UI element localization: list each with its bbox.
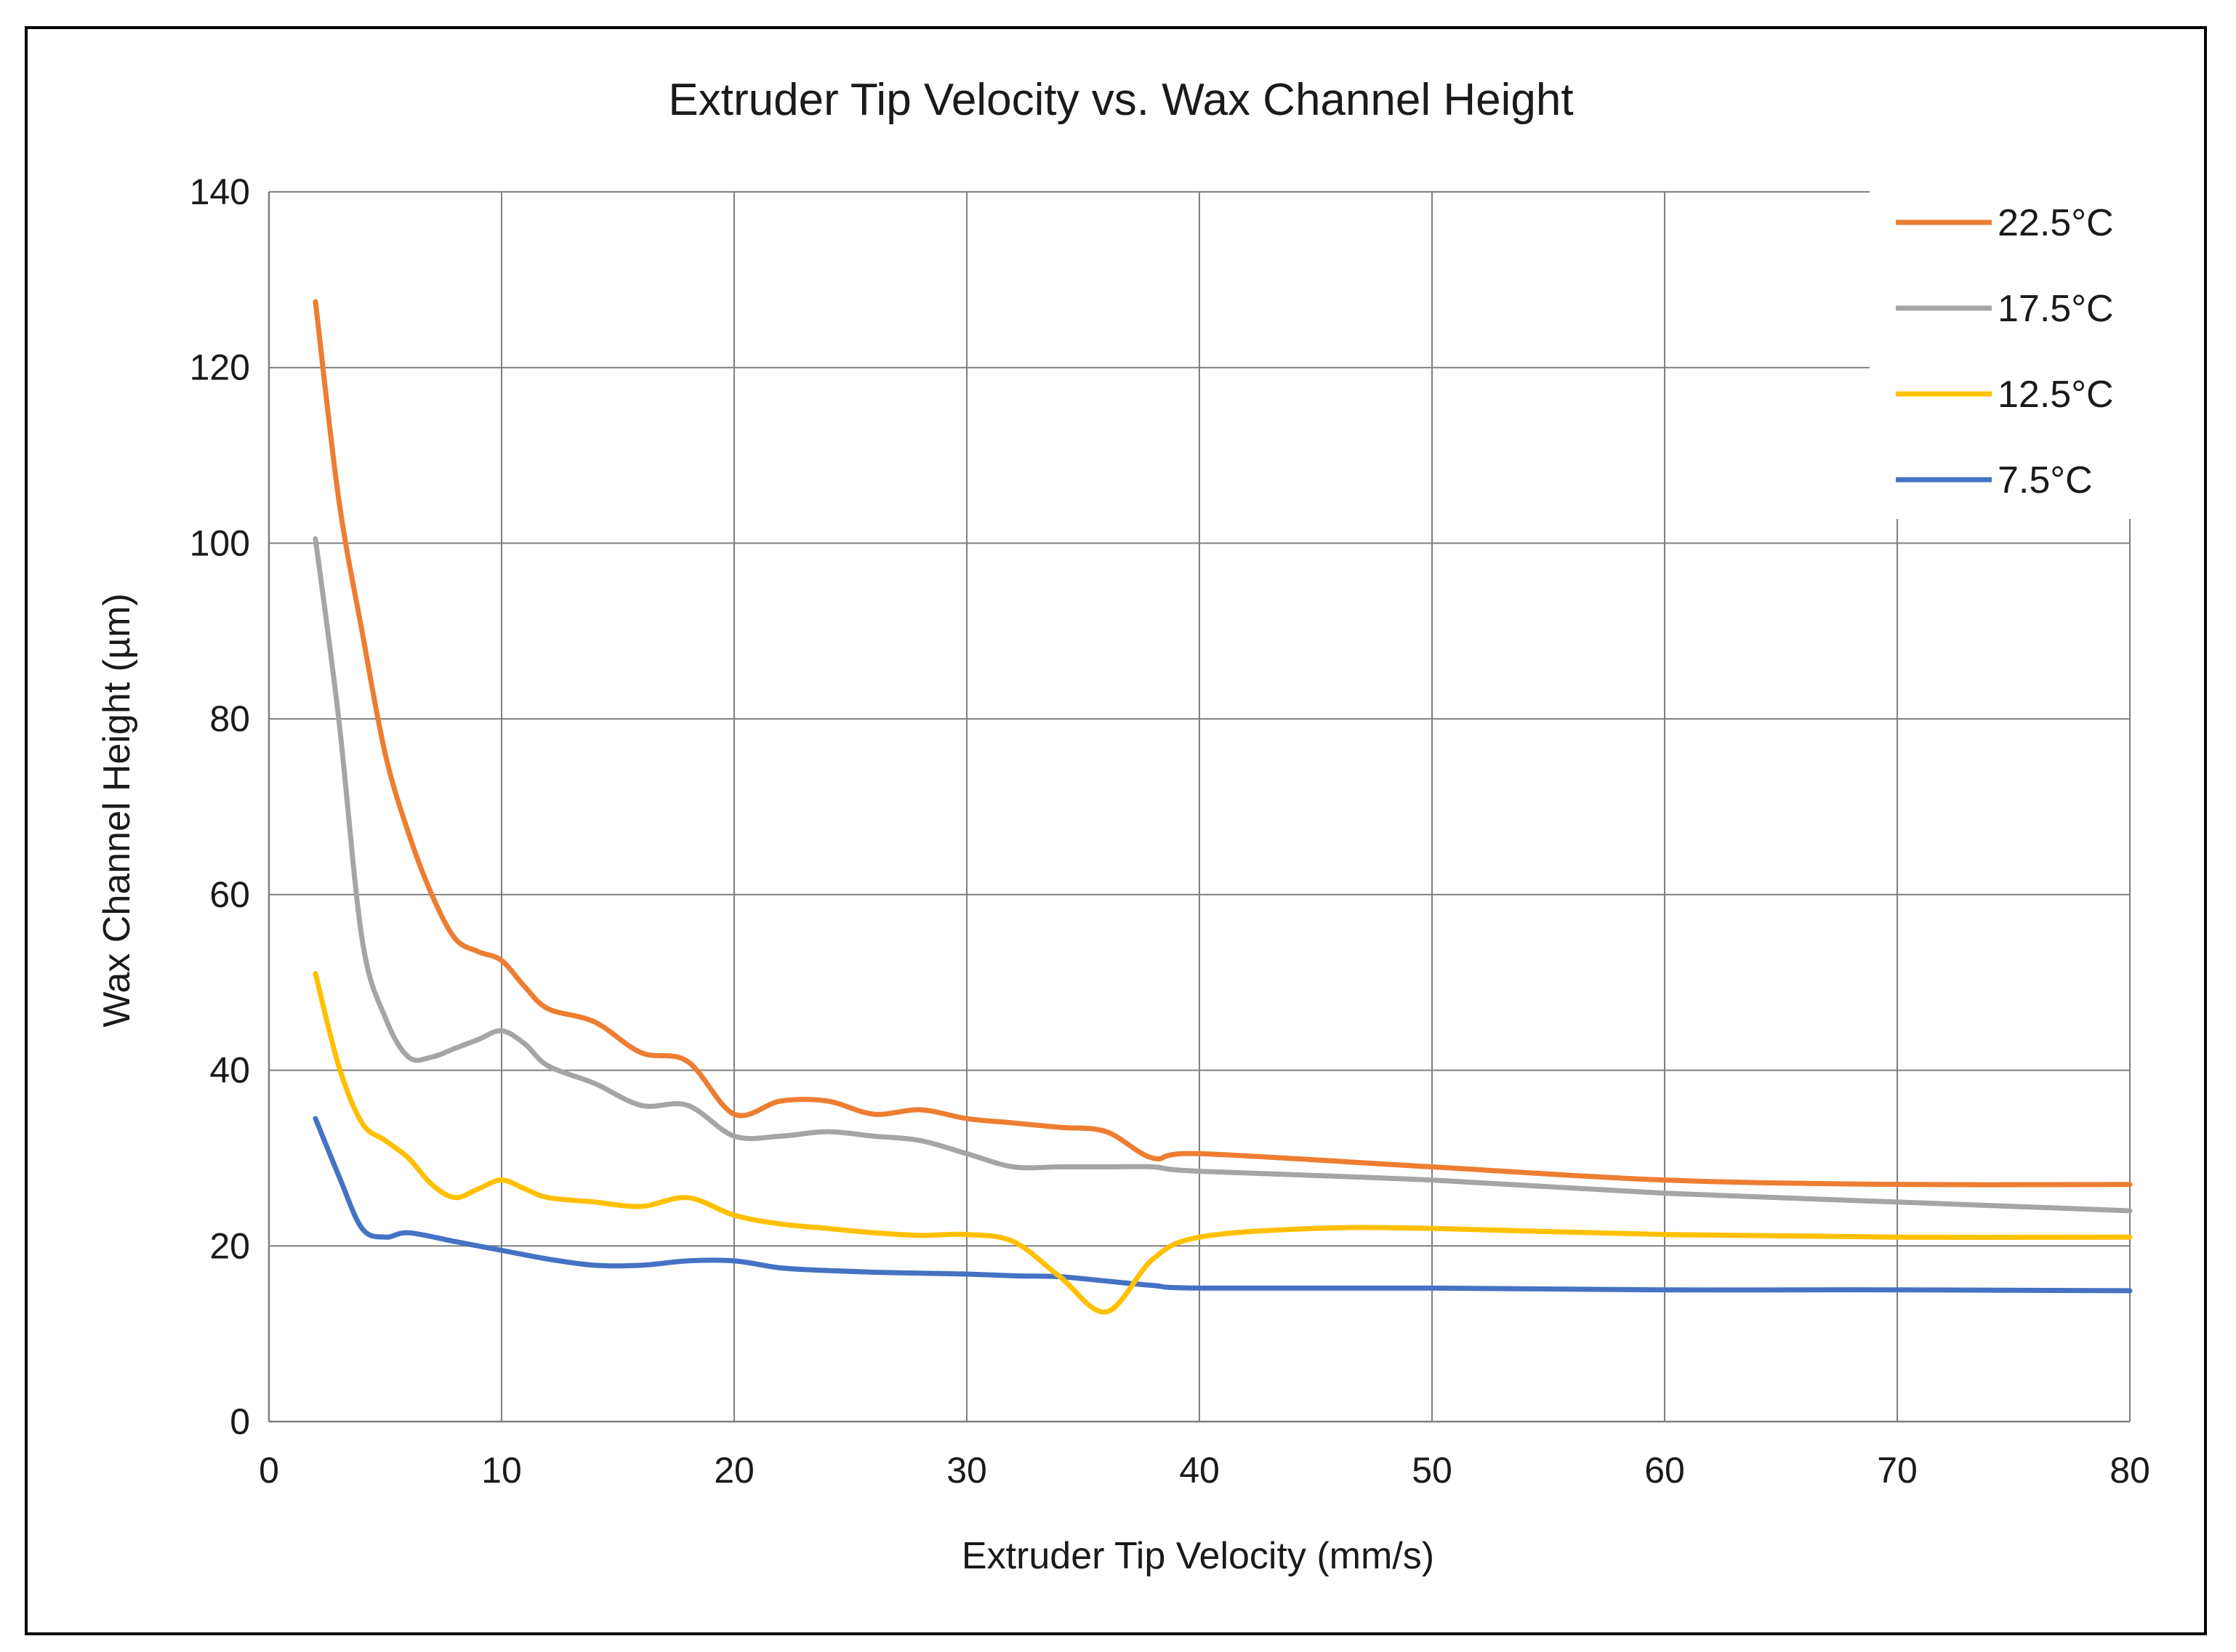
x-tick-label: 60 (1644, 1450, 1685, 1491)
y-tick-label: 60 (209, 874, 250, 915)
y-tick-label: 120 (190, 347, 250, 388)
y-tick-label: 100 (190, 523, 250, 563)
chart-frame (25, 26, 2207, 1635)
series-line-75 (313, 1116, 2133, 1294)
x-axis-label: Extruder Tip Velocity (mm/s) (962, 1535, 1434, 1577)
y-tick-label: 40 (209, 1050, 250, 1091)
legend-background (1870, 183, 2131, 519)
x-tick-label: 20 (714, 1450, 755, 1491)
axes: 0 20 40 60 80 100 120 140 0 10 20 30 40 50 60 70 80 (190, 172, 2150, 1491)
x-tick-label: 10 (481, 1450, 522, 1491)
series-line-225 (313, 299, 2133, 1188)
x-tick-label: 50 (1412, 1450, 1452, 1491)
y-tick-label: 20 (209, 1225, 250, 1266)
x-tick-label: 70 (1877, 1450, 1918, 1491)
legend-label-175: 17.5°C (1998, 288, 2114, 330)
y-axis-label: Wax Channel Height (µm) (96, 593, 138, 1027)
series-line-175 (313, 536, 2133, 1214)
y-tick-label: 80 (209, 698, 250, 739)
series-lines (313, 299, 2133, 1315)
chart-title: Extruder Tip Velocity vs. Wax Channel He… (668, 75, 1573, 125)
x-tick-label: 80 (2110, 1450, 2150, 1491)
series-line-125 (313, 971, 2133, 1315)
legend-label-225: 22.5°C (1998, 202, 2114, 244)
legend-label-125: 12.5°C (1998, 374, 2114, 416)
x-tick-label: 0 (259, 1450, 279, 1491)
x-tick-label: 40 (1179, 1450, 1220, 1491)
y-tick-label: 140 (190, 172, 250, 212)
y-tick-label: 0 (230, 1401, 250, 1442)
legend: 22.5°C 17.5°C 12.5°C 7.5°C (1870, 183, 2131, 519)
x-tick-label: 30 (946, 1450, 987, 1491)
legend-label-75: 7.5°C (1998, 459, 2093, 501)
